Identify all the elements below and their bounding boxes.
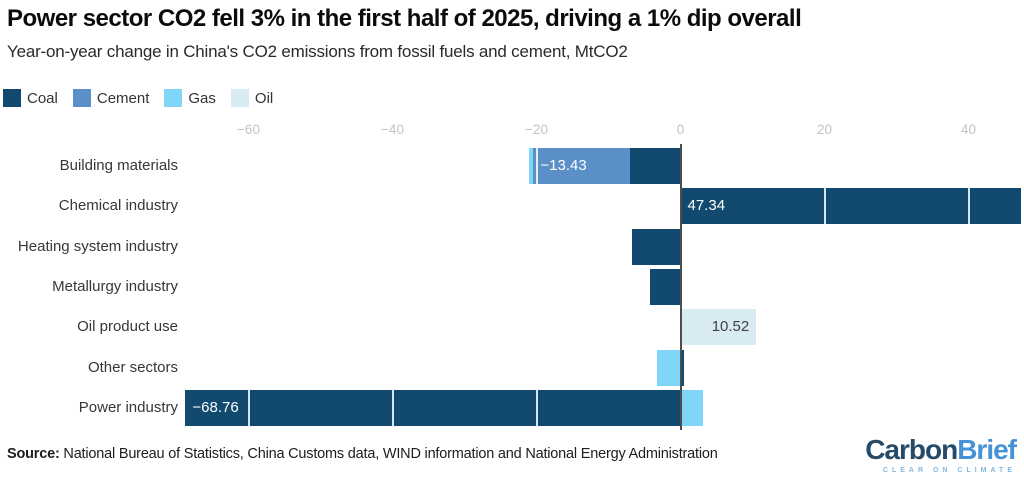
- category-label: Metallurgy industry: [52, 277, 178, 295]
- chart-subtitle: Year-on-year change in China's CO2 emiss…: [7, 42, 628, 61]
- bar-segment-oil: [680, 309, 757, 346]
- legend-swatch-icon: [230, 89, 249, 107]
- x-axis-tick-label: −20: [525, 122, 548, 137]
- bar-segment-coal: [650, 268, 681, 305]
- legend-item-cement: Cement: [72, 89, 150, 107]
- chart-title: Power sector CO2 fell 3% in the first ha…: [7, 5, 802, 32]
- legend-swatch-icon: [164, 89, 183, 107]
- bar-value-label: −13.43: [540, 157, 587, 174]
- source-text: National Bureau of Statistics, China Cus…: [59, 446, 718, 462]
- legend-item-gas: Gas: [164, 89, 216, 107]
- bar-value-label: −68.76: [192, 398, 239, 416]
- category-label: Heating system industry: [17, 237, 178, 255]
- bar-segment-coal: [185, 389, 681, 426]
- source-note: Source: National Bureau of Statistics, C…: [7, 446, 718, 462]
- bar-segment-cement: [533, 148, 631, 184]
- category-label: Chemical industry: [58, 197, 178, 215]
- bar-value-label: 47.34: [687, 197, 726, 215]
- bar-segment-gas: [656, 349, 681, 386]
- bar-value-label: 10.52: [711, 318, 750, 336]
- logo-carbon: Carbon: [865, 434, 958, 465]
- bar-segment-coal: [631, 228, 681, 265]
- logo-tagline: CLEAR ON CLIMATE: [882, 467, 1016, 474]
- legend-label: Cement: [96, 89, 150, 107]
- gridline: [823, 146, 826, 428]
- logo-wordmark: CarbonBrief: [865, 434, 1017, 465]
- bar-segment-coal: [680, 188, 1022, 225]
- x-axis-tick-label: 20: [816, 122, 833, 137]
- category-label: Other sectors: [87, 358, 178, 376]
- category-label: Power industry: [78, 398, 178, 416]
- bar-segment-gas: [529, 148, 534, 184]
- legend-label: Oil: [254, 89, 274, 107]
- legend-swatch-icon: [3, 89, 21, 107]
- legend-item-coal: Coal: [3, 89, 58, 107]
- gridline: [967, 146, 970, 428]
- x-axis-tick-label: 0: [676, 122, 685, 137]
- legend-label: Gas: [188, 89, 216, 107]
- x-axis-tick-label: −60: [237, 122, 260, 137]
- logo-brief: Brief: [957, 434, 1017, 465]
- source-label: Source:: [7, 446, 60, 462]
- x-axis-tick-label: −40: [381, 122, 404, 137]
- legend-label: Coal: [27, 89, 58, 107]
- gridline: [535, 146, 538, 428]
- category-label: Building materials: [59, 157, 178, 174]
- gridline: [391, 146, 394, 428]
- category-label: Oil product use: [77, 318, 178, 336]
- chart-legend: Coal Cement Gas Oil: [3, 89, 273, 107]
- legend-swatch-icon: [72, 89, 91, 107]
- gridline: [247, 146, 250, 428]
- bar-segment-gas: [680, 389, 703, 426]
- bar-segment-coal: [680, 349, 685, 386]
- bar-segment-coal: [630, 148, 681, 184]
- carbonbrief-logo[interactable]: CarbonBrief CLEAR ON CLIMATE: [865, 434, 1017, 475]
- zero-axis-line: [679, 144, 682, 430]
- x-axis-tick-label: 40: [960, 122, 977, 137]
- legend-item-oil: Oil: [230, 89, 274, 107]
